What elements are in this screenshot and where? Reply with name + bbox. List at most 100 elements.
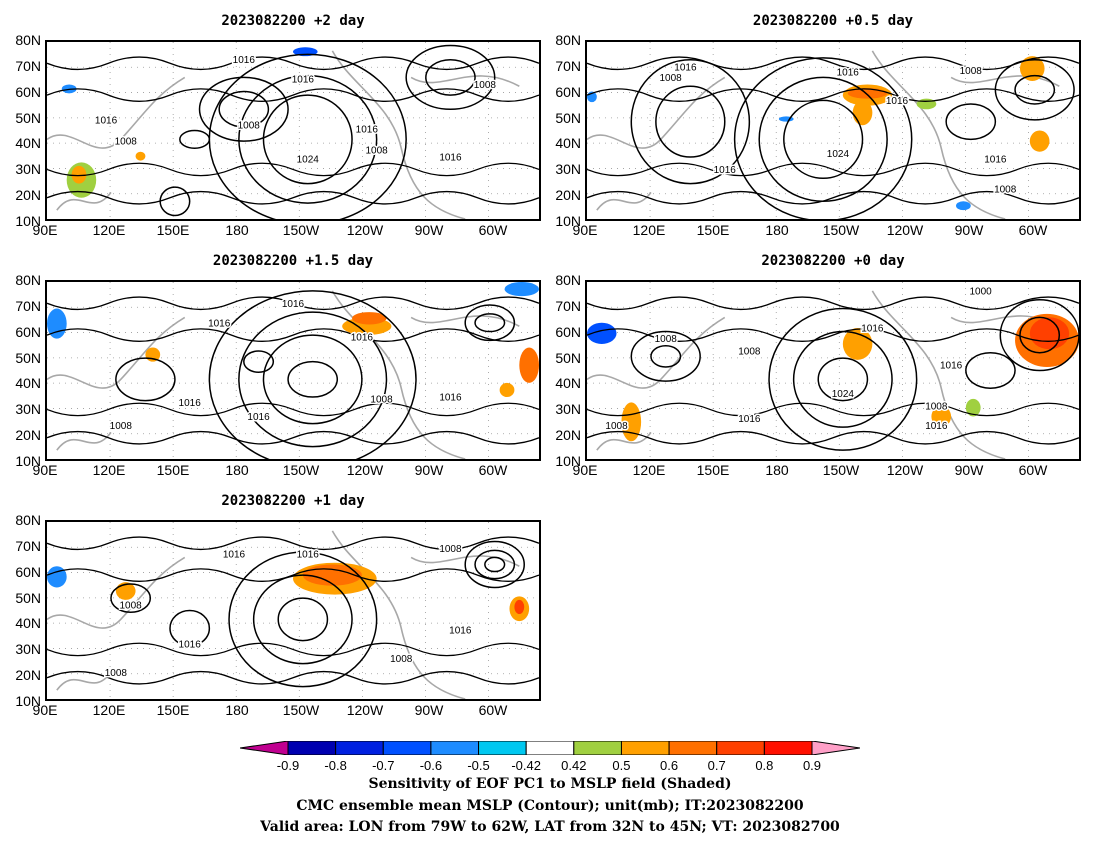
mslp-contour [243,350,275,374]
latitude-tick-label: 20N [15,427,41,444]
contour-label: 1016 [674,62,697,73]
mslp-contour [169,609,211,647]
contour-label: 1008 [115,137,138,148]
longitude-tick-label: 120W [346,462,384,478]
sensitivity-shading [47,566,67,588]
coastline [47,556,186,629]
latitude-tick-label: 80N [555,32,581,48]
contour-label: 1008 [655,334,678,345]
contour-label: 1008 [925,401,948,412]
colorbar-tick-label: -0.5 [467,758,490,773]
sensitivity-shading [956,201,971,211]
contour-label: 1008 [110,421,133,432]
mslp-contour [262,94,353,185]
latitude-tick-label: 50N [15,349,41,366]
mslp-contour [47,296,539,311]
longitude-tick-label: 90W [414,462,444,478]
mslp-contour [484,556,506,573]
contour-label: 1016 [179,398,202,409]
latitude-tick-label: 80N [15,272,41,288]
map-frame: 1016 1016 1016 1008 1008 1024 1016 1008 1016 1008 [45,40,541,221]
coastline [56,191,112,211]
mslp-contour [587,56,1079,71]
mslp-contour [179,129,211,149]
colorbar-tick-label: 0.5 [612,758,631,773]
longitude-tick-label: 150E [696,222,730,238]
latitude-tick-label: 50N [555,109,581,126]
latitude-tick-label: 30N [15,401,41,418]
longitude-tick-label: 90E [572,462,598,478]
mslp-contour [47,670,539,685]
mslp-contour [999,298,1079,372]
map-canvas: 1016 1016 1016 1016 1016 1008 1016 1008 [47,282,539,459]
map-canvas: 1000 1016 1008 1008 1016 1024 1016 1008 1016 1008 [587,282,1079,459]
mslp-contour [110,583,152,614]
latitude-tick-label: 30N [15,161,41,178]
latitude-tick-label: 60N [15,563,41,580]
colorbar-swatch [668,741,718,755]
latitude-tick-label: 30N [15,641,41,658]
colorbar-swatch [811,741,860,755]
mslp-contour [47,56,539,71]
coastline [56,431,112,451]
longitude-tick-label: 120E [92,702,126,718]
panel-title: 2023082200 +1.5 day [212,253,374,269]
caption-line-1: Sensitivity of EOF PC1 to MSLP field (Sh… [368,776,732,792]
mslp-contour [587,190,1079,205]
longitude-tick-label: 60W [1018,222,1048,238]
sensitivity-shading [499,382,515,398]
mslp-contour [758,76,888,203]
longitude-tick-label: 120W [886,462,924,478]
longitude-tick-label: 90W [414,702,444,718]
mslp-contour [474,549,516,580]
mslp-contour [252,574,353,665]
latitude-tick-label: 20N [15,667,41,684]
contour-label: 1008 [960,66,983,77]
colorbar-tick-label: 0.42 [561,758,587,773]
mslp-contour [47,402,539,417]
longitude-tick-label: 90W [954,462,984,478]
longitude-tick-label: 150E [156,222,190,238]
contour-label: 1016 [439,153,462,164]
sensitivity-shading [135,151,146,161]
sensitivity-shading [1029,317,1070,350]
mslp-contour [587,402,1079,417]
longitude-tick-label: 120E [632,222,666,238]
longitude-tick-label: 180 [765,462,789,478]
latitude-tick-label: 20N [555,187,581,204]
latitude-tick-label: 50N [555,349,581,366]
colorbar-swatch [573,741,622,755]
mslp-contour [587,296,1079,311]
map-canvas: 1016 1016 1016 1008 1008 1024 1016 1008 1016 1008 [47,42,539,219]
contour-label: 1016 [247,412,270,423]
mslp-contour [587,430,1079,445]
coastline [596,431,652,451]
sensitivity-shading [514,599,525,615]
mslp-contour [945,103,997,141]
coastline [47,76,186,149]
contour-label: 1016 [886,96,909,107]
contour-label: 1016 [292,75,315,86]
coastline [587,76,726,149]
latitude-tick-label: 20N [555,427,581,444]
mslp-contour [262,334,363,425]
mslp-contour [587,88,1079,102]
contour-label: 1008 [738,347,761,358]
caption-line-2: CMC ensemble mean MSLP (Contour); unit(m… [296,798,804,814]
latitude-tick-label: 10N [555,213,581,229]
contour-label: 1016 [208,318,231,329]
map-frame: 1016 1016 1016 1016 1016 1008 1016 1008 [45,280,541,461]
sensitivity-shading [852,100,873,126]
mslp-contour [277,597,329,642]
longitude-tick-label: 180 [225,702,249,718]
mslp-contour [464,304,516,342]
sensitivity-shading [931,405,952,428]
longitude-tick-label: 90W [954,222,984,238]
contour-label: 1016 [738,414,761,425]
coastline [331,290,466,459]
mslp-contour [630,330,701,382]
contour-label: 1024 [832,389,855,400]
panel-title: 2023082200 +1 day [221,493,365,509]
coastline [331,530,466,699]
colorbar-tick-label: 0.6 [660,758,679,773]
